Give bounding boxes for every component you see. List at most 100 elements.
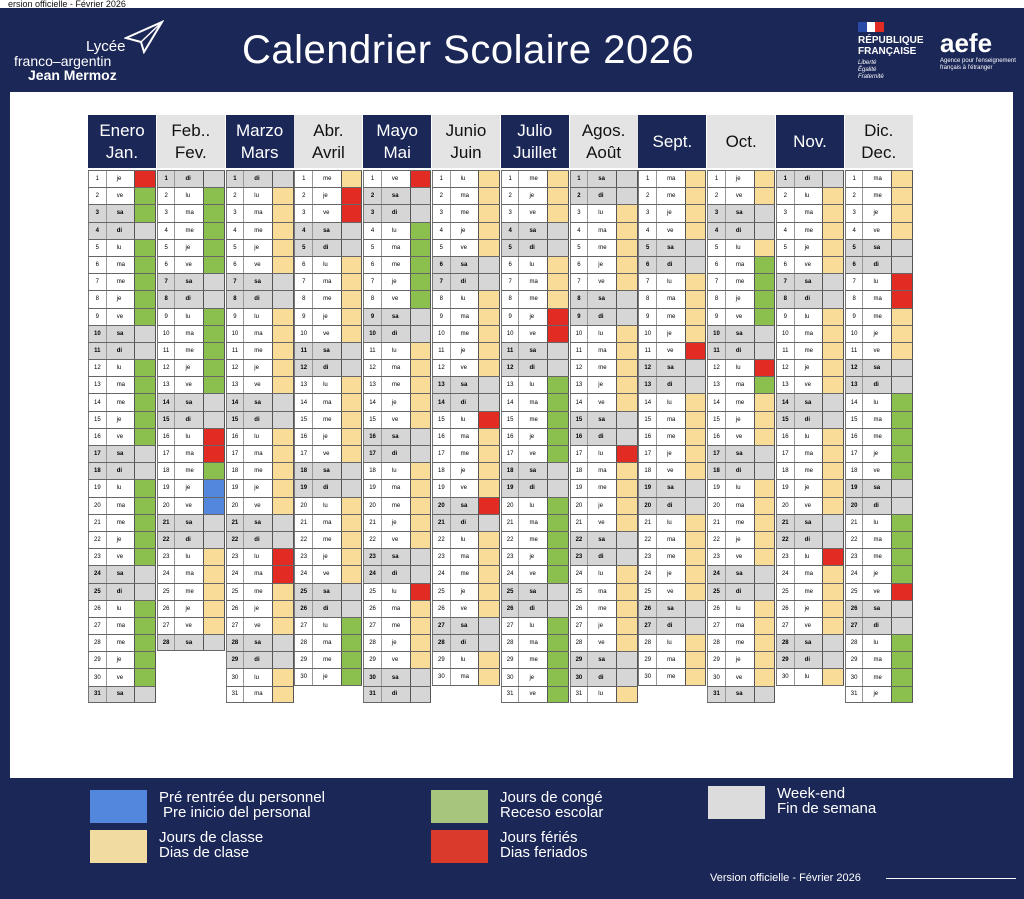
weekday-abbr: lu [105,480,135,497]
day-number: 20 [707,497,725,514]
day-row: 20 ve [225,496,294,514]
day-status-conge [891,635,913,652]
day-row: 21 me [88,513,156,531]
day-row: 9 ma [431,307,500,325]
weekday-abbr: ma [105,497,135,514]
day-status-conge [134,256,156,274]
weekday-abbr: sa [724,446,754,463]
day-status-weekend [615,308,638,325]
day-status-ferie [684,342,707,360]
day-row: 30 je [294,668,363,686]
day-status-conge [753,256,776,274]
day-row: 18 me [225,462,294,480]
weekday-abbr: ma [518,394,547,411]
day-status-classe [822,188,844,205]
day-row: 9 je [294,307,363,325]
weekday-abbr: ma [518,635,547,652]
day-number: 20 [294,497,312,514]
month-header: Sept. [638,115,707,168]
day-number: 8 [88,291,106,308]
day-status-weekend [203,635,225,651]
weekday-abbr: je [449,463,479,480]
weekday-abbr: ma [380,239,410,256]
day-number: 8 [500,291,519,308]
day-status-classe [822,342,844,360]
day-number: 5 [156,239,175,256]
day-number: 25 [707,583,725,600]
day-row: 24 je [638,565,707,583]
weekday-abbr: sa [174,514,204,531]
month-column: 1 di 2 lu 3 ma 4 me 5 je 6 ve 7 sa 8 di 9 lu 10 ma 11 me 12 je 1… [225,170,294,703]
day-number: 16 [500,428,519,445]
day-status-ferie [271,566,294,583]
day-status-weekend [753,446,776,463]
day-row: 15 sa [569,410,638,428]
day-row: 2 lu [225,187,294,205]
day-number: 17 [844,446,863,463]
day-status-classe [271,600,294,617]
weekday-abbr: di [449,635,479,652]
day-number: 25 [844,583,863,600]
day-row: 4 lu [363,221,432,239]
day-row: 28 lu [638,634,707,652]
weekday-abbr: sa [518,463,548,480]
weekday-abbr: sa [793,635,823,652]
day-status-classe [271,222,294,239]
day-number: 7 [363,274,381,291]
day-status-classe [822,360,844,377]
weekday-abbr: lu [862,274,891,291]
day-number: 28 [775,635,794,652]
day-row: 8 lu [431,290,500,308]
weekday-abbr: je [656,446,685,463]
weekday-abbr: ve [380,171,410,188]
weekday-abbr: lu [518,377,547,394]
day-number: 22 [569,531,588,549]
day-row: 28 ma [500,634,569,652]
day-number: 22 [88,531,106,549]
day-number: 22 [225,531,244,549]
day-status-classe [409,480,432,497]
day-status-classe [684,463,707,480]
day-status-weekend [409,428,432,445]
day-status-weekend [203,291,225,308]
day-row: 7 di [431,273,500,291]
day-number: 7 [569,274,588,291]
day-row: 7 sa [775,273,844,291]
day-row: 30 lu [775,668,844,686]
weekday-abbr: sa [243,514,272,531]
weekday-abbr: di [105,463,135,480]
day-row: 20 me [363,496,432,514]
day-row: 30 sa [363,668,432,686]
weekday-abbr: je [380,274,410,291]
day-row: 10 je [844,324,913,342]
day-row: 1 di [775,170,844,188]
weekday-abbr: je [587,256,616,274]
day-row: 26 sa [638,599,707,617]
day-number: 10 [844,325,863,342]
weekday-abbr: sa [449,256,479,274]
aefe-tagline: Agence pour l'enseignement français à l'… [940,58,1016,71]
day-status-conge [134,411,156,428]
day-number: 30 [225,669,244,686]
day-row: 21 sa [225,513,294,531]
weekday-abbr: ve [862,342,891,360]
day-status-conge [547,669,569,686]
weekday-abbr: sa [243,394,272,411]
day-number: 21 [775,514,794,531]
day-number: 14 [707,394,725,411]
day-status-weekend [822,652,844,669]
day-number: 4 [156,222,175,239]
day-number: 25 [638,583,656,600]
day-row: 17 sa [88,445,156,463]
weekday-abbr: ve [587,514,616,531]
weekday-abbr: ve [793,377,823,394]
day-number: 20 [363,497,381,514]
day-status-classe [822,566,844,583]
day-number: 24 [431,566,450,583]
day-status-weekend [409,566,432,583]
day-status-classe [203,549,225,566]
day-number: 13 [88,377,106,394]
day-number: 23 [88,549,106,566]
day-status-ferie [340,205,363,222]
weekday-abbr: lu [587,686,616,702]
